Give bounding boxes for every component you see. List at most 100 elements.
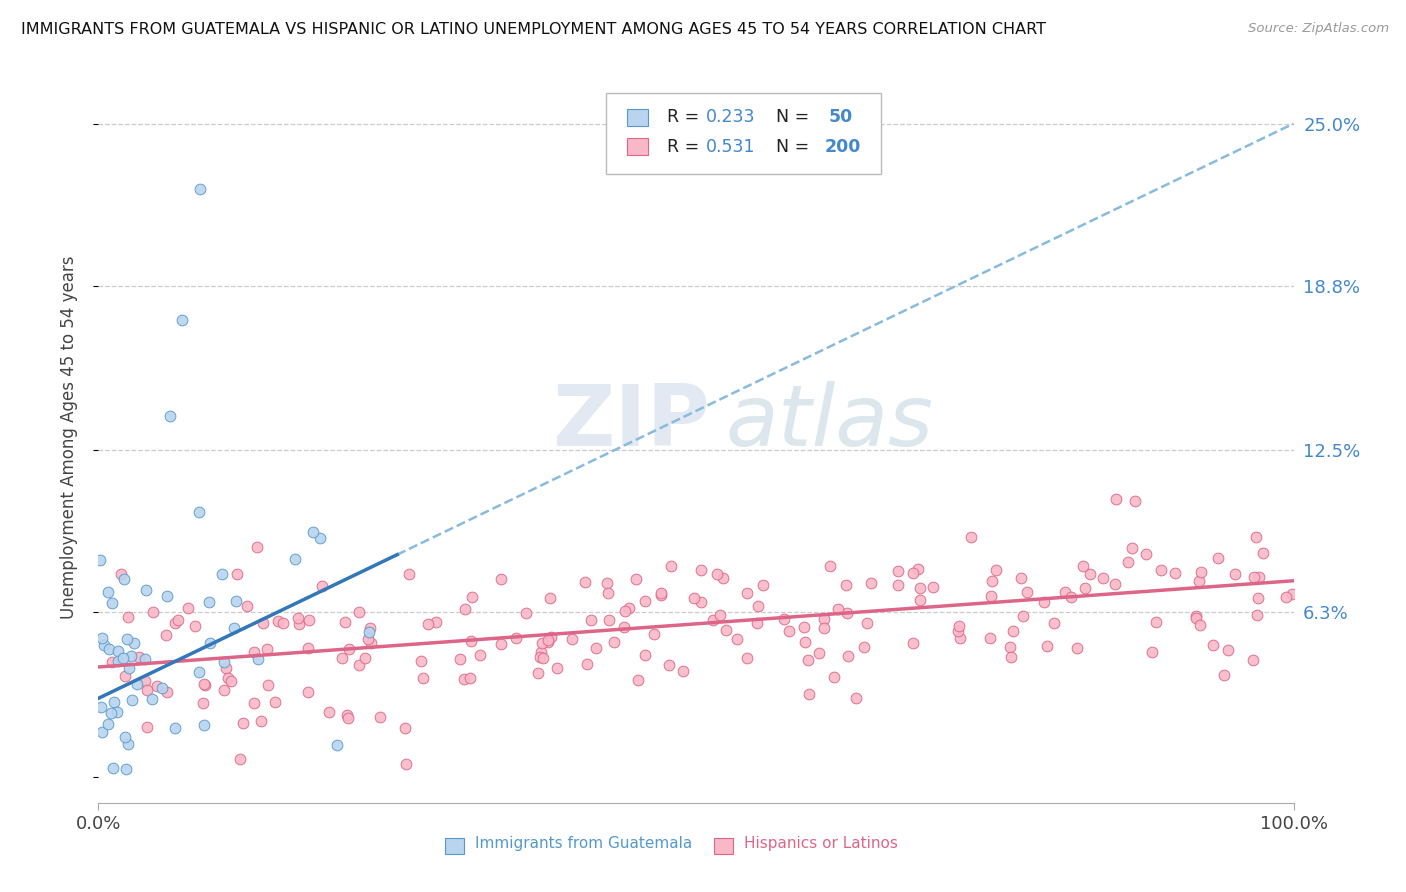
Point [980,589,1002,603]
Point [217,671,239,685]
Point [454,601,477,615]
Point [627,673,650,687]
Point [188,182,211,196]
Point [120,649,142,664]
Point [1253,545,1275,559]
Point [1036,639,1059,653]
Point [1121,541,1143,556]
Point [596,576,619,591]
Point [856,615,879,630]
Point [193,718,215,732]
Point [1281,587,1303,601]
Point [468,648,491,663]
Point [200,636,222,650]
Point [354,650,377,665]
Point [187,505,209,519]
Point [121,692,143,706]
Point [725,632,748,646]
Point [1244,530,1267,544]
Point [981,574,1004,589]
Text: ZIP: ZIP [553,381,710,464]
Point [598,613,620,627]
Point [1218,643,1240,657]
Point [1054,585,1077,599]
Text: R =: R = [668,137,704,156]
Point [1071,559,1094,574]
Point [1105,491,1128,506]
Point [297,684,319,698]
Point [1188,574,1211,589]
Point [998,640,1021,654]
Point [650,588,672,602]
Point [737,586,759,600]
Point [1144,615,1167,629]
Point [250,714,273,728]
Point [960,530,983,544]
Point [128,649,150,664]
Point [531,636,554,650]
Point [619,600,641,615]
Point [1091,571,1114,585]
Point [264,695,287,709]
Point [318,705,340,719]
Point [1241,653,1264,667]
Point [1011,609,1033,624]
Point [643,626,665,640]
Point [808,646,831,660]
Point [793,634,815,648]
Point [302,525,325,540]
Point [330,651,353,665]
Point [1116,555,1139,569]
Bar [627,138,648,155]
Point [97,717,120,731]
Bar [627,109,648,127]
Point [1185,610,1208,624]
Point [271,616,294,631]
Point [114,762,136,776]
Point [1074,582,1097,596]
Point [142,605,165,619]
Point [284,552,307,566]
Point [1202,638,1225,652]
Point [107,644,129,658]
Point [395,756,418,771]
Point [901,636,924,650]
Point [172,312,194,326]
Point [212,655,235,669]
Point [360,636,382,650]
Point [194,678,217,692]
Point [537,633,560,648]
Point [311,579,333,593]
Point [908,581,931,595]
Text: R =: R = [668,109,704,127]
Point [193,677,215,691]
Point [531,651,554,665]
Point [288,616,311,631]
Point [709,607,731,622]
Point [602,635,624,649]
Point [714,624,737,638]
Point [117,632,139,647]
FancyBboxPatch shape [606,94,882,174]
Point [101,596,124,610]
Point [489,572,512,586]
Point [546,661,568,675]
Point [778,624,800,638]
Text: 200: 200 [825,137,862,156]
Point [1078,567,1101,582]
Point [574,574,596,589]
Point [409,654,432,668]
Point [793,620,815,634]
Point [191,696,214,710]
Point [308,531,330,545]
Point [852,640,875,655]
Point [117,610,139,624]
Point [97,584,120,599]
Point [1033,595,1056,609]
Point [984,563,1007,577]
Point [946,624,969,639]
Point [634,594,657,608]
Point [287,611,309,625]
Point [225,594,247,608]
Point [243,696,266,710]
